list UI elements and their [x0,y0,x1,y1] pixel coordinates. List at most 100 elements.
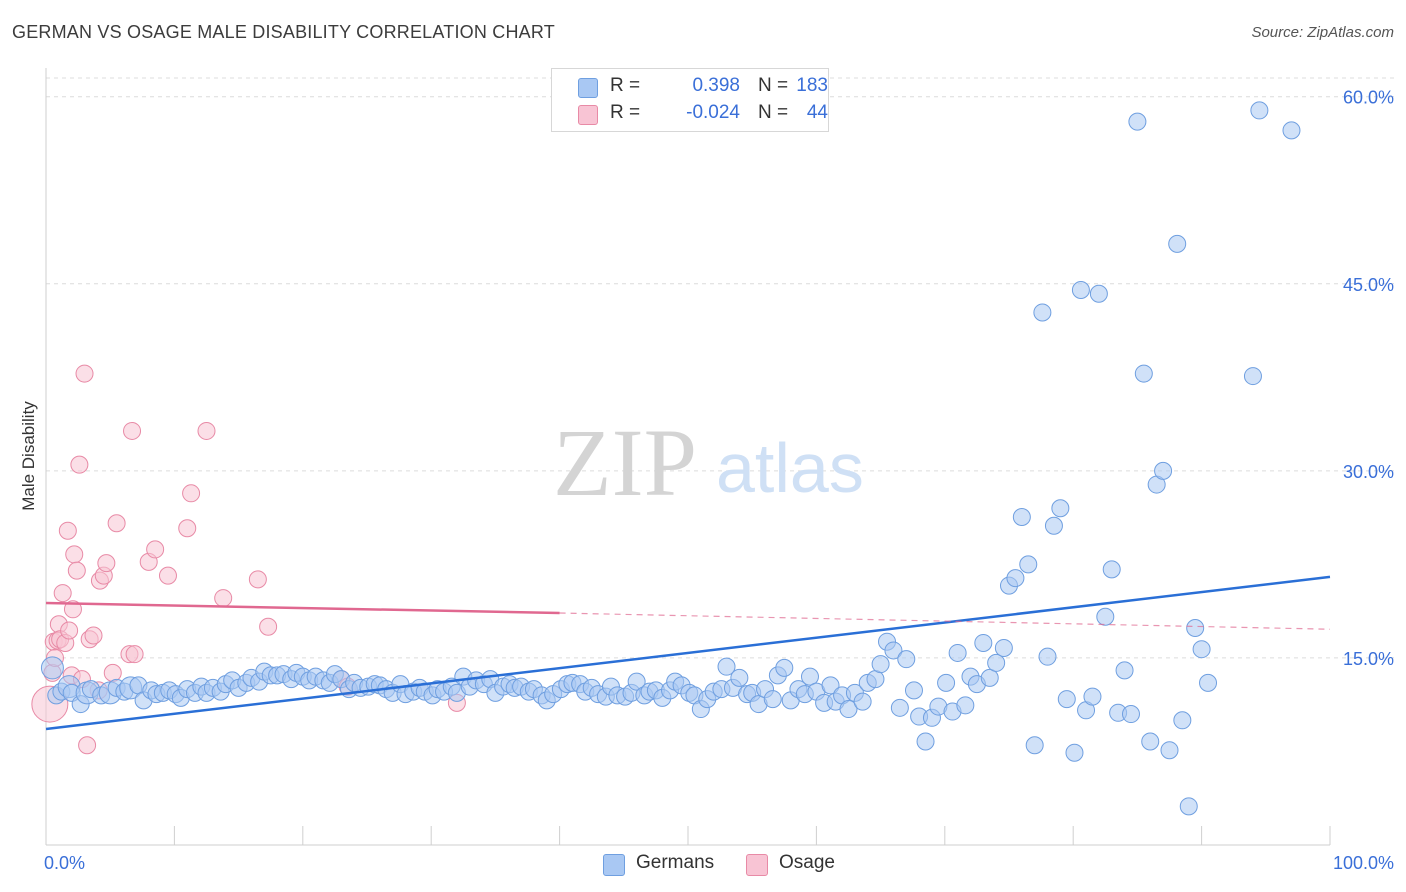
osage-point [97,554,116,573]
osage-point [63,600,82,619]
germans-point [1102,560,1121,579]
germans-point [763,690,782,709]
germans-point [1025,736,1044,755]
r-value: -0.024 [686,102,740,123]
germans-point [974,633,993,652]
n-value: 183 [796,75,828,96]
y-tick-label: 30.0% [1343,462,1394,482]
osage-point [60,621,79,640]
germans-point [853,692,872,711]
x-tick-label: 0.0% [44,853,85,873]
germans-point [1186,618,1205,637]
germans-point [1019,555,1038,574]
y-tick-label: 60.0% [1343,88,1394,108]
osage-swatch [578,105,598,125]
n-value: 44 [806,102,828,123]
r-value: 0.398 [692,75,740,96]
x-tick-labels: 0.0% 100.0% [44,853,1394,873]
germans-point [1192,640,1211,659]
germans-trend-line [45,575,1331,731]
germans-point [1033,303,1052,322]
germans-legend-label: Germans [636,852,715,873]
germans-point [1134,364,1153,383]
germans-point [1282,121,1301,140]
y-tick-label: 15.0% [1343,649,1394,669]
germans-swatch [578,78,598,98]
germans-point [1168,234,1187,253]
osage-point [123,421,142,440]
germans-point [1065,743,1084,762]
germans-point [871,655,890,674]
osage-point [178,519,197,538]
germans-point [1199,673,1218,692]
germans-point [627,672,646,691]
chart-title: GERMAN VS OSAGE MALE DISABILITY CORRELAT… [12,22,555,42]
osage-legend-label: Osage [779,852,835,873]
germans-point [40,656,64,680]
germans-point [866,670,885,689]
germans-point [1250,101,1269,120]
watermark-atlas: atlas [716,429,864,507]
osage-trend-line [45,601,560,615]
germans-point [839,700,858,719]
germans-point [1071,281,1090,300]
watermark-zip: ZIP [553,409,697,516]
germans-point [1083,687,1102,706]
germans-point [1179,797,1198,816]
germans-point [1128,112,1147,131]
n-label: N = [758,102,789,123]
germans-point [916,732,935,751]
osage-point [248,570,267,589]
germans-point [994,638,1013,657]
osage-point [146,540,165,559]
osage-point [103,663,122,682]
germans-point [1012,507,1031,526]
osage-point [197,421,216,440]
germans-point [904,681,923,700]
germans-point [800,667,819,686]
germans-point [980,668,999,687]
osage-point [65,545,84,564]
watermark: ZIP atlas [553,409,864,516]
osage-point [58,521,77,540]
germans-point [890,698,909,717]
germans-point [884,641,903,660]
osage-point [125,645,144,664]
osage-point [158,566,177,585]
correlation-legend: R = 0.398 N = 183 R = -0.024 N = 44 [551,68,829,132]
osage-point [70,455,89,474]
germans-point [937,673,956,692]
x-tick-label: 100.0% [1333,853,1394,873]
osage-point [53,584,72,603]
n-label: N = [758,75,789,96]
germans-point [1121,705,1140,724]
gridlines [46,77,1394,659]
y-axis-label: Male Disability [19,401,38,511]
germans-point [1038,647,1057,666]
osage-point [78,736,97,755]
germans-legend-swatch [603,854,625,876]
germans-point [987,653,1006,672]
r-label: R = [610,102,641,123]
y-tick-labels: 15.0% 30.0% 45.0% 60.0% [1343,88,1394,669]
germans-point [1141,732,1160,751]
germans-point [1173,711,1192,730]
germans-point [1096,607,1115,626]
osage-point [84,626,103,645]
germans-point [897,650,916,669]
germans-point [956,696,975,715]
germans-point [1089,284,1108,303]
germans-point [730,668,749,687]
germans-point [948,643,967,662]
germans-point [1057,690,1076,709]
germans-point [1051,499,1070,518]
osage-point [107,514,126,533]
germans-point [1160,741,1179,760]
osage-point [259,617,278,636]
germans-point [1115,661,1134,680]
osage-point [75,364,94,383]
germans-point [1154,461,1173,480]
r-label: R = [610,75,641,96]
germans-point [1243,367,1262,386]
